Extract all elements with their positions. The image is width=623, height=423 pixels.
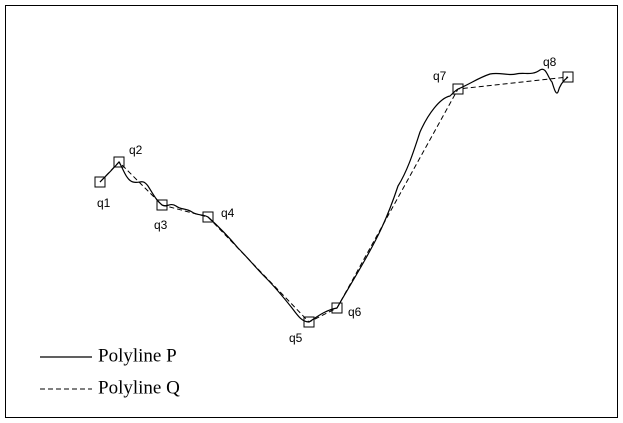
node-label: q5	[289, 331, 303, 345]
legend-label: Polyline Q	[98, 377, 180, 398]
node-label: q8	[543, 55, 557, 69]
node-box	[452, 83, 464, 95]
node-box	[202, 211, 214, 223]
node-box	[562, 71, 574, 83]
node-label: q2	[129, 143, 143, 157]
nodes: q1 q2 q3 q4 q5 q6 q7 q8	[94, 55, 574, 345]
polyline-q	[99, 76, 569, 323]
node-box	[113, 156, 125, 168]
node-label: q1	[97, 196, 111, 210]
legend-label: Polyline P	[98, 345, 177, 366]
polyline-p	[99, 68, 569, 323]
node-box	[156, 199, 168, 211]
node-box	[303, 316, 315, 328]
node-box	[331, 302, 343, 314]
node-label: q6	[348, 305, 362, 319]
node-label: q4	[221, 206, 235, 220]
node-label: q7	[433, 69, 447, 83]
node-label: q3	[154, 218, 168, 232]
node-box	[94, 176, 106, 188]
